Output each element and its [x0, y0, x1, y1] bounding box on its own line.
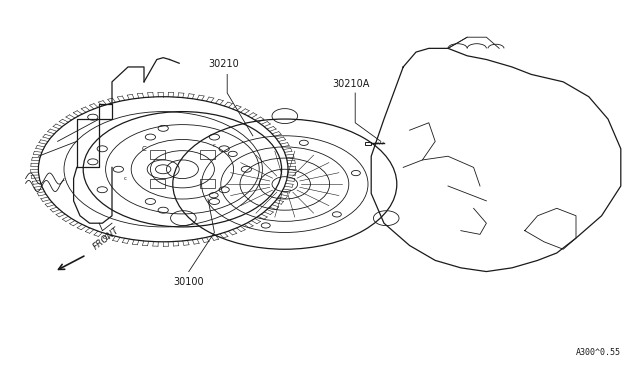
Text: 30210: 30210 [209, 59, 239, 69]
Text: c: c [124, 176, 126, 182]
Text: A300^0.55: A300^0.55 [576, 348, 621, 357]
Text: C: C [141, 146, 147, 152]
Bar [200, 150, 215, 159]
Bar [150, 179, 165, 188]
Text: 30100: 30100 [173, 277, 204, 287]
Bar [200, 179, 215, 188]
Text: c: c [213, 143, 216, 148]
Bar [365, 142, 371, 145]
Text: 30210A: 30210A [332, 79, 369, 89]
Text: FRONT: FRONT [92, 226, 122, 252]
Bar [150, 150, 165, 159]
